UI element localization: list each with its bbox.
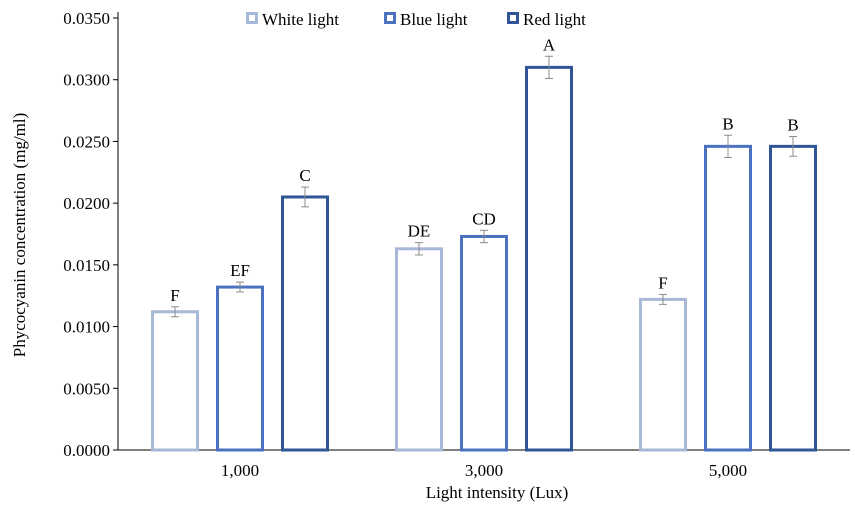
legend-swatch [246,12,258,24]
bars-group: F EF C DE CD A F B B [151,35,817,452]
x-axis-ticks: 1,000 3,000 5,000 [221,461,747,480]
y-axis-title: Phycocyanin concentration (mg/ml) [10,113,29,358]
legend-label: Blue light [400,10,468,29]
legend-swatch [507,12,519,24]
y-tick-label: 0.0150 [63,256,110,275]
x-tick-label: 5,000 [709,461,747,480]
legend-label: Red light [523,10,586,29]
bar [639,297,687,452]
bar [216,285,264,452]
legend-swatch [384,12,396,24]
bar [704,144,752,452]
bar [460,234,508,452]
data-label: CD [472,209,496,228]
bar [769,144,817,452]
bar [151,310,199,452]
data-label: A [543,35,556,54]
x-tick-label: 3,000 [465,461,503,480]
data-label: EF [230,261,250,280]
legend: White light Blue light Red light [246,10,586,29]
x-tick-label: 1,000 [221,461,259,480]
data-label: C [299,166,310,185]
y-tick-label: 0.0050 [63,379,110,398]
y-tick-label: 0.0100 [63,318,110,337]
y-tick-label: 0.0250 [63,132,110,151]
data-label: B [787,115,798,134]
y-tick-label: 0.0000 [63,441,110,460]
data-label: F [170,286,179,305]
x-axis-title: Light intensity (Lux) [426,483,569,502]
y-tick-label: 0.0350 [63,9,110,28]
y-tick-label: 0.0200 [63,194,110,213]
y-axis-ticks: 0.0000 0.0050 0.0100 0.0150 0.0200 0.0250 0.03… [63,9,118,460]
y-tick-label: 0.0300 [63,71,110,90]
data-label: F [658,273,667,292]
bar [395,247,443,452]
data-label: B [722,114,733,133]
data-label: DE [408,222,431,241]
bar [525,65,573,452]
bar [281,195,329,452]
legend-label: White light [262,10,339,29]
